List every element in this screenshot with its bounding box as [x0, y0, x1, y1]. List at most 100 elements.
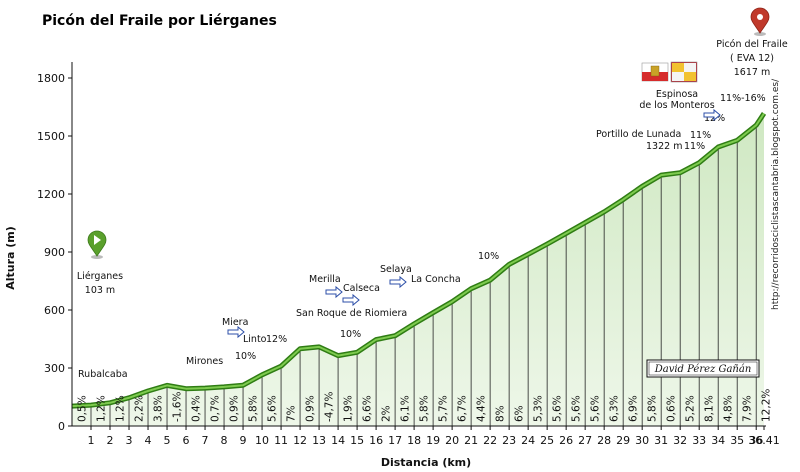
segment-gradient-label: 6,6%: [362, 395, 374, 422]
x-tick-label: 16: [369, 434, 383, 447]
segment-gradient-label: 4,8%: [723, 395, 735, 422]
author-signature: David Pérez Gañán: [646, 359, 760, 378]
x-tick-label: 5: [164, 434, 171, 447]
segment-gradient-label: 7%: [286, 405, 298, 422]
x-tick-label: 1: [88, 434, 95, 447]
segment-gradient-label: 5,6%: [590, 395, 602, 422]
segment-gradient-label: 2%: [381, 405, 393, 422]
x-tick-label: 8: [221, 434, 228, 447]
espinosa-direction-arrow-icon: [703, 108, 721, 122]
segment-gradient-label: 5,8%: [419, 395, 431, 422]
segment-gradient-label: 3,8%: [153, 395, 165, 422]
label-calseca: Calseca: [343, 283, 380, 294]
label-pct-10c: 10%: [478, 251, 499, 262]
x-tick-label: 6: [183, 434, 190, 447]
segment-gradient-label: 6,7%: [457, 395, 469, 422]
x-tick-label: 36: [749, 434, 763, 447]
profile-area: [72, 113, 764, 427]
x-tick-label: 14: [331, 434, 345, 447]
segment-gradient-label: 6,1%: [400, 395, 412, 422]
start-elevation: 103 m: [85, 285, 115, 296]
label-san-roque: San Roque de Riomiera: [296, 308, 407, 319]
segment-gradient-label: 0,4%: [191, 395, 203, 422]
label-merilla: Merilla: [309, 274, 341, 285]
x-tick-label: 24: [521, 434, 535, 447]
x-tick-label: 9: [240, 434, 247, 447]
label-rubalcaba: Rubalcaba: [78, 369, 128, 380]
x-tick-label: 30: [635, 434, 649, 447]
segment-gradient-label: 0,5%: [77, 395, 89, 422]
x-tick-label: 36.41: [748, 434, 780, 447]
start-pin-icon: [87, 230, 107, 259]
segment-gradient-label: 5,6%: [571, 395, 583, 422]
segment-gradient-label: 0,9%: [305, 395, 317, 422]
summit-pin-icon: [750, 7, 770, 36]
x-tick-label: 17: [388, 434, 402, 447]
x-tick-label: 4: [145, 434, 152, 447]
segment-gradient-label: -1,6%: [172, 392, 184, 422]
website-url: http://recorridosciclistascantabria.blog…: [771, 78, 781, 310]
profile-fill-layer: [72, 113, 764, 427]
summit-elevation: 1617 m: [734, 67, 770, 78]
segment-gradient-label: -4,7%: [324, 392, 336, 422]
y-tick-label: 600: [44, 304, 65, 317]
segment-gradient-label: 8%: [495, 405, 507, 422]
segment-gradient-label: 5,6%: [267, 395, 279, 422]
profile-line-layer: [71, 112, 767, 409]
label-pct-10a: 10%: [235, 351, 256, 362]
label-miera: Miera: [222, 317, 248, 328]
y-tick-label: 900: [44, 246, 65, 259]
segment-gradient-label: 5,6%: [552, 395, 564, 422]
segment-gradient-label: 4,4%: [476, 395, 488, 422]
label-pct-11-16: 11%-16%: [720, 93, 766, 104]
label-espinosa-1: Espinosa: [656, 89, 698, 100]
x-tick-label: 7: [202, 434, 209, 447]
segment-gradient-label: 1,9%: [343, 395, 355, 422]
segment-gradient-label: 2,2%: [134, 395, 146, 422]
segment-gradient-label: 7,9%: [742, 395, 754, 422]
chart-title: Picón del Fraile por Liérganes: [42, 13, 277, 29]
x-tick-label: 20: [445, 434, 459, 447]
label-pct-12a: 12%: [266, 334, 287, 345]
label-linto: Linto: [243, 334, 267, 345]
y-tick-label: 1500: [37, 130, 65, 143]
x-tick-label: 18: [407, 434, 421, 447]
segment-gradient-label: 0,9%: [229, 395, 241, 422]
label-pct-11b: 11%: [690, 130, 711, 141]
segment-gradient-label: 6,3%: [609, 395, 621, 422]
segment-gradient-label: 6,9%: [628, 395, 640, 422]
segment-gradient-label: 5,3%: [533, 395, 545, 422]
x-tick-label: 22: [483, 434, 497, 447]
gridline-layer: [90, 125, 757, 426]
segment-gradient-label: 5,2%: [685, 395, 697, 422]
segment-gradient-label: 6%: [514, 405, 526, 422]
x-tick-label: 27: [578, 434, 592, 447]
castilla-leon-flag-icon: [670, 61, 698, 83]
selaya-direction-arrow-icon: [389, 275, 407, 289]
x-tick-label: 3: [126, 434, 133, 447]
label-mirones: Mirones: [186, 356, 223, 367]
segment-gradient-layer: 0,5% 1,2% 1,2% 2,2% 3,8% -1,6% 0,4% 0,7% 0,9% 5,8…: [77, 389, 773, 422]
segment-gradient-label: 0,7%: [210, 395, 222, 422]
summit-name: Picón del Fraile: [716, 39, 788, 50]
x-tick-label: 28: [597, 434, 611, 447]
start-name: Liérganes: [77, 271, 123, 282]
x-tick-label: 31: [654, 434, 668, 447]
segment-gradient-label: 8,1%: [704, 395, 716, 422]
y-tick-label: 300: [44, 362, 65, 375]
x-tick-label: 35: [730, 434, 744, 447]
cantabria-flag-icon: [641, 62, 669, 82]
x-tick-label: 13: [312, 434, 326, 447]
x-tick-label: 2: [107, 434, 114, 447]
x-tick-label: 33: [692, 434, 706, 447]
segment-gradient-label: 0,6%: [666, 395, 678, 422]
x-tick-label: 19: [426, 434, 440, 447]
x-tick-label: 15: [350, 434, 364, 447]
label-la-concha: La Concha: [411, 274, 461, 285]
label-selaya: Selaya: [380, 264, 412, 275]
y-tick-label: 1200: [37, 188, 65, 201]
calseca-direction-arrow-icon: [342, 293, 360, 307]
segment-gradient-label: 5,8%: [248, 395, 260, 422]
